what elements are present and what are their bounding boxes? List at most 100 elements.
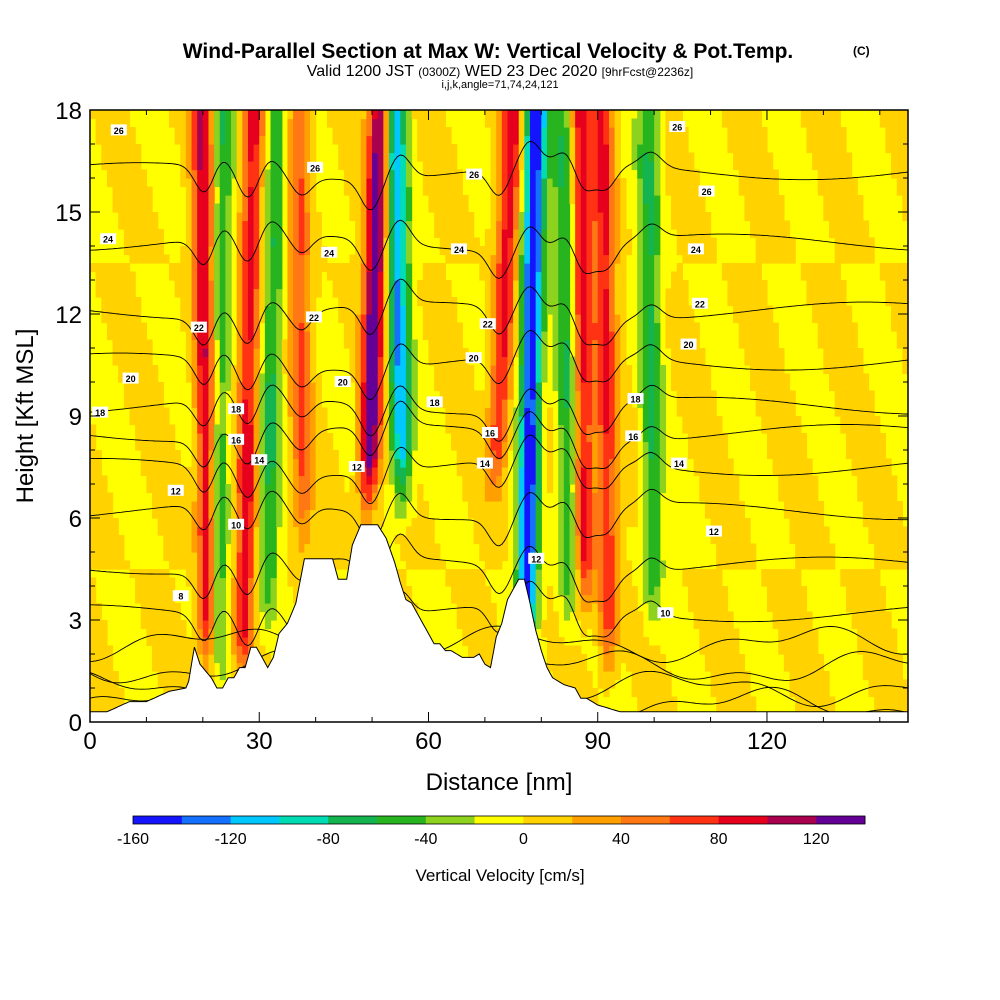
field-cell [366,220,373,230]
field-cell [625,569,633,579]
field-cell [496,458,503,468]
field-cell [191,254,198,264]
field-cell [434,212,441,222]
field-cell [586,467,593,477]
field-cell [603,331,610,341]
field-cell [163,671,170,681]
field-cell [247,118,255,128]
field-cell [597,288,604,298]
field-cell [456,467,463,477]
field-cell [501,475,509,485]
field-cell [304,407,311,417]
field-cell [490,560,497,570]
field-cell [496,237,503,247]
field-cell [112,348,119,358]
field-cell [123,305,131,315]
field-cell [112,356,119,366]
field-cell [603,399,610,409]
field-cell [501,484,509,494]
field-cell [603,382,610,392]
field-cell [501,135,509,145]
field-cell [355,186,362,196]
field-cell [202,297,210,307]
field-cell [157,603,164,613]
field-cell [513,577,520,587]
field-cell [276,254,283,264]
field-cell [586,458,593,468]
field-cell [422,127,430,137]
field-cell [445,569,452,579]
field-cell [569,475,576,485]
field-cell [355,237,362,247]
field-cell [603,458,610,468]
field-cell [496,416,503,426]
field-cell [214,314,221,324]
field-cell [208,288,215,298]
field-cell [208,620,215,630]
field-cell [501,280,509,290]
field-cell [185,526,193,536]
field-cell [247,288,255,298]
field-cell [146,203,153,213]
field-cell [614,127,621,137]
field-cell [625,416,633,426]
field-cell [372,492,379,502]
field-cell [400,212,407,222]
field-cell [580,220,588,230]
field-cell [383,433,390,443]
field-cell [603,373,610,383]
field-cell [518,475,525,485]
field-cell [180,509,187,519]
field-cell [372,424,379,434]
field-cell [428,322,435,332]
field-cell [513,458,520,468]
field-cell [349,110,356,120]
field-cell [535,458,542,468]
field-cell [496,356,503,366]
field-cell [473,637,480,647]
field-cell [473,441,480,451]
field-cell [625,246,633,256]
field-cell [558,501,565,511]
field-cell [360,484,368,494]
field-cell [552,671,559,681]
field-cell [575,169,582,179]
field-cell [304,297,311,307]
field-cell [467,467,475,477]
field-cell [174,118,181,128]
field-cell [575,246,582,256]
field-cell [552,339,559,349]
field-cell [332,467,339,477]
field-cell [304,399,311,409]
field-cell [168,518,176,528]
field-cell [479,492,486,502]
field-cell [620,399,627,409]
field-cell [219,271,226,281]
field-cell [637,118,644,128]
field-cell [580,314,588,324]
field-cell [484,484,492,494]
field-cell [614,220,621,230]
field-cell [569,526,576,536]
field-cell [597,586,604,596]
field-cell [586,416,593,426]
field-cell [202,144,210,154]
field-cell [304,110,311,120]
field-cell [631,127,638,137]
field-cell [95,543,102,553]
field-cell [558,467,565,477]
field-cell [202,178,210,188]
field-cell [530,467,537,477]
field-cell [388,195,396,205]
field-cell [445,314,452,324]
field-cell [321,543,328,553]
field-cell [603,297,610,307]
field-cell [326,492,334,502]
field-cell [451,322,458,332]
field-cell [135,390,142,400]
field-cell [451,577,458,587]
field-cell [270,526,277,536]
field-cell [197,169,204,179]
field-cell [180,518,187,528]
field-cell [558,433,565,443]
